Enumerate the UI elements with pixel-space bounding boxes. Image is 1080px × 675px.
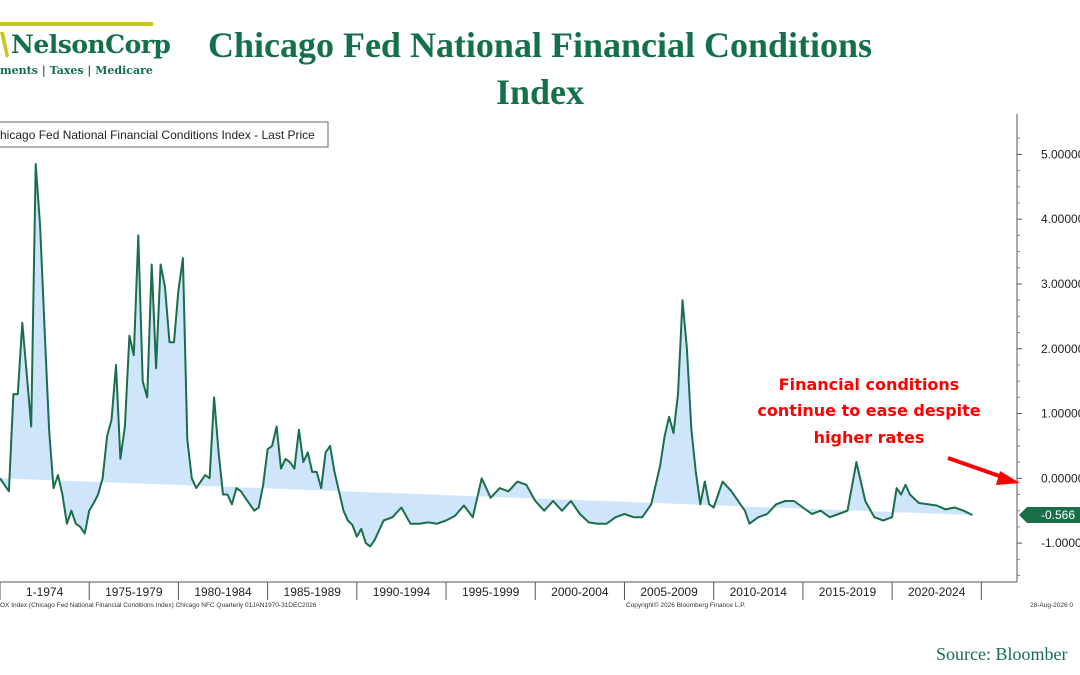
x-tick-label: 2005-2009 <box>640 585 698 599</box>
logo-brand-name: NelsonCorp <box>11 30 171 59</box>
footer-center: Copyright© 2026 Bloomberg Finance L.P. <box>626 601 746 609</box>
annotation-line-3: higher rates <box>814 428 925 447</box>
x-tick-label: 2015-2019 <box>819 585 877 599</box>
last-value-badge <box>1019 507 1080 523</box>
x-tick-label: 2000-2004 <box>551 585 609 599</box>
x-tick-label: 1985-1989 <box>284 585 342 599</box>
x-tick-label: 1975-1979 <box>105 585 163 599</box>
x-tick-label: 1990-1994 <box>373 585 431 599</box>
annotation-line-2: continue to ease despite <box>757 401 980 420</box>
logo-accent-bar <box>0 22 153 26</box>
nelsoncorp-logo: NelsonCorp ments | Taxes | Medicare <box>0 22 171 82</box>
legend-label: hicago Fed National Financial Conditions… <box>0 128 315 142</box>
annotation-arrow-icon <box>947 456 1020 485</box>
page-title: Chicago Fed National Financial Condition… <box>207 25 873 112</box>
last-value-label: -0.566 <box>1041 508 1075 522</box>
x-tick-label: 1980-1984 <box>194 585 252 599</box>
x-tick-label: 1-1974 <box>26 585 64 599</box>
series-line <box>0 163 973 548</box>
chart-annotation: Financial conditions continue to ease de… <box>757 375 980 447</box>
footer-right: 28-Aug-2026 0 <box>1030 602 1073 609</box>
logo-check-icon <box>0 32 9 58</box>
legend-box <box>0 121 329 148</box>
footer-left: OX Index (Chicago Fed National Financial… <box>0 602 317 609</box>
x-tick-label: 2010-2014 <box>730 585 788 599</box>
logo-tagline: ments | Taxes | Medicare <box>0 64 153 77</box>
annotation-line-1: Financial conditions <box>779 375 960 394</box>
y-tick-label: -1.0000 <box>1041 536 1080 550</box>
source-note: Source: Bloomber <box>936 644 1068 664</box>
x-tick-label: 1995-1999 <box>462 585 520 599</box>
chart-legend: hicago Fed National Financial Conditions… <box>0 121 329 148</box>
x-tick-label: 2020-2024 <box>908 585 966 599</box>
chart-footer: OX Index (Chicago Fed National Financial… <box>0 601 1073 609</box>
